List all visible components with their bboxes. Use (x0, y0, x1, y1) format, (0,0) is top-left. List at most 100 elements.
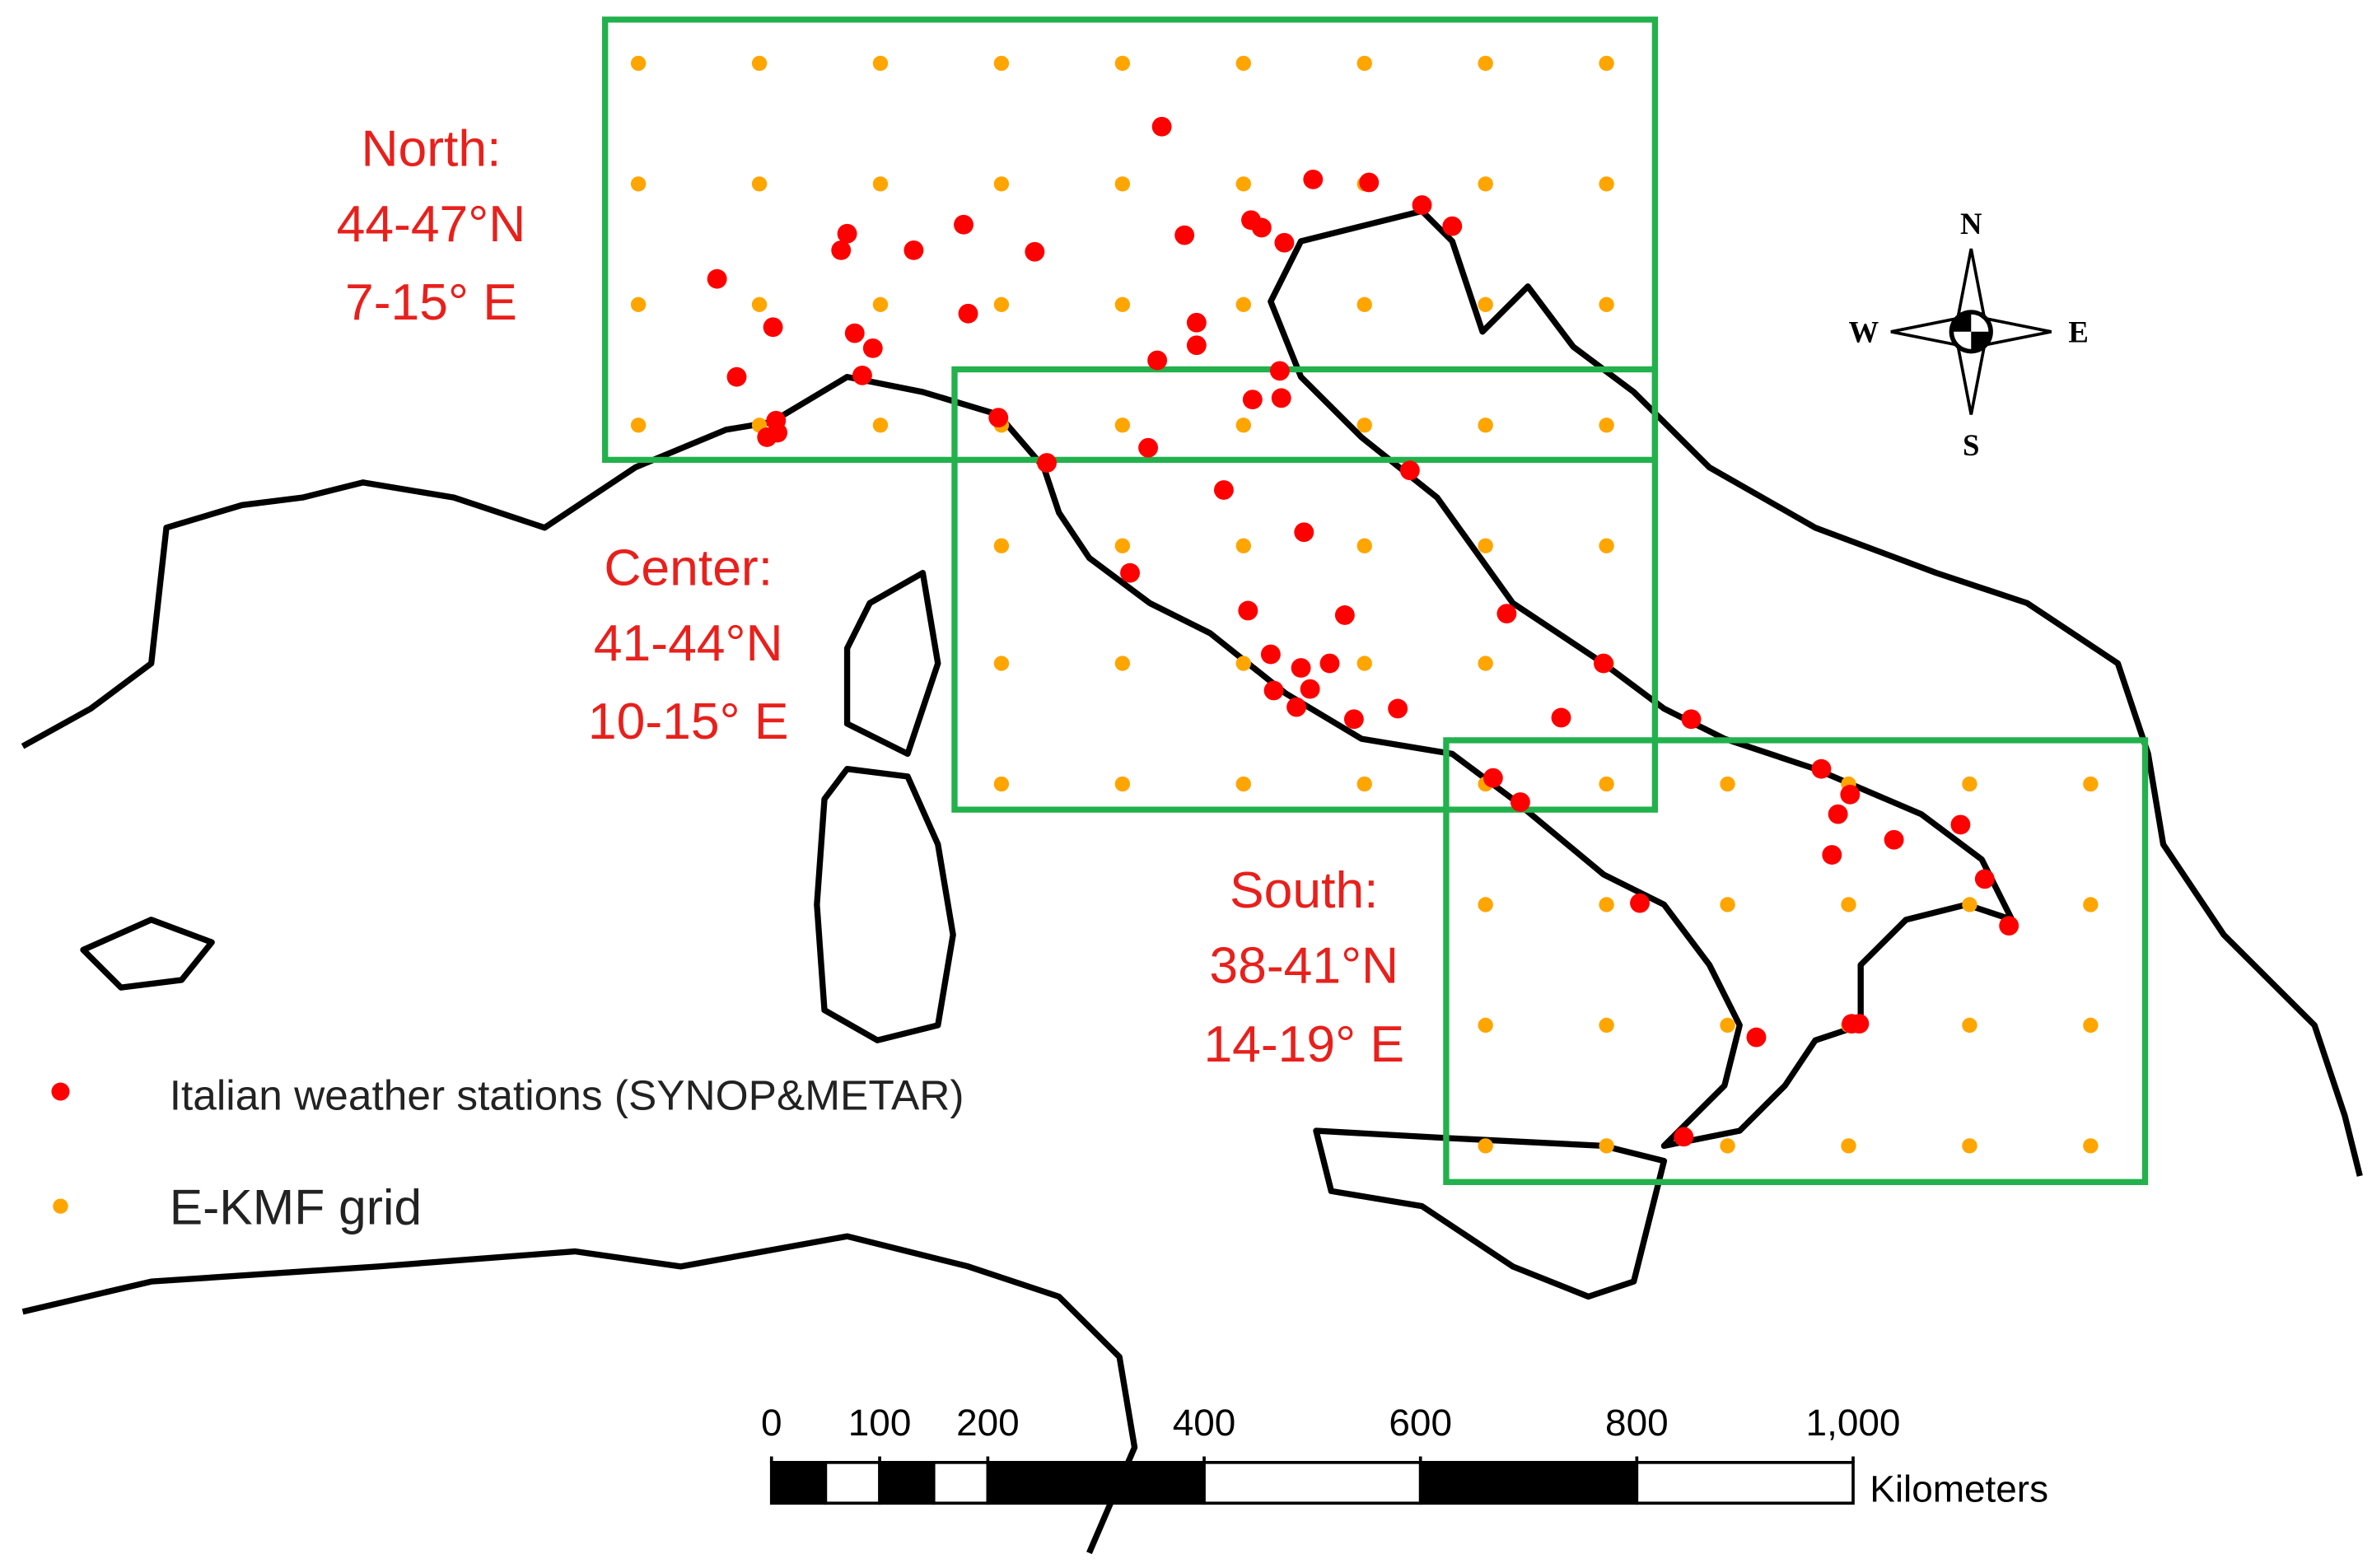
grid-point (2083, 897, 2099, 912)
grid-point (872, 296, 889, 312)
scale-segment (824, 1461, 881, 1505)
station (852, 365, 872, 385)
grid-point (1356, 418, 1372, 433)
grid-point (1114, 296, 1131, 312)
compass-w: W (1848, 315, 1879, 349)
station (1238, 600, 1258, 621)
station (1388, 698, 1408, 719)
station (1037, 453, 1057, 473)
station (1300, 679, 1320, 699)
compass-center (1951, 311, 1991, 352)
north-box (602, 16, 1659, 464)
grid-point (1962, 776, 1977, 792)
grid-point (751, 176, 768, 192)
station (1510, 792, 1530, 812)
station (1271, 388, 1291, 408)
grid-point (1478, 1017, 1493, 1034)
scale-tick-label: 200 (956, 1402, 1020, 1444)
grid-point (1599, 296, 1614, 312)
grid-point (1599, 776, 1614, 792)
station (1147, 350, 1168, 371)
scale-tick-label: 800 (1605, 1402, 1669, 1444)
station (1263, 680, 1284, 701)
scale-segment (878, 1461, 936, 1505)
station (1840, 784, 1861, 805)
station (862, 338, 883, 358)
station (1120, 562, 1140, 583)
dots (630, 55, 2099, 1154)
scale-tick-label: 1,000 (1806, 1402, 1901, 1444)
station (1186, 335, 1207, 356)
grid-point (1599, 897, 1614, 912)
scale-tick-label: 400 (1173, 1402, 1236, 1444)
station (1399, 460, 1420, 481)
region-lon: 14-19° E (1203, 1016, 1404, 1073)
grid-point (993, 538, 1010, 553)
region-name: Center: (604, 539, 773, 596)
station (844, 323, 865, 343)
station (763, 317, 783, 338)
station (904, 240, 924, 260)
station (1025, 241, 1045, 262)
scale-segment (932, 1461, 990, 1505)
grid-point (1356, 55, 1372, 72)
station (1343, 709, 1364, 730)
station (1174, 225, 1195, 245)
grid-point (993, 296, 1010, 312)
grid-point (1478, 897, 1493, 912)
station (1594, 653, 1613, 674)
station (1681, 709, 1702, 730)
station (1884, 829, 1904, 850)
station (1286, 697, 1307, 717)
grid-point (1962, 1138, 1977, 1154)
grid-point (1356, 538, 1372, 553)
scale-bar: 0 100 200 400 600 800 1,000 Kilometers (761, 1402, 2048, 1510)
grid-point (1599, 1138, 1614, 1154)
station (1551, 707, 1571, 728)
station (1674, 1127, 1694, 1147)
region-lon: 7-15° E (345, 274, 517, 331)
station (1811, 758, 1832, 779)
grid-point (1356, 296, 1372, 312)
grid-point (1114, 776, 1131, 792)
grid-point (751, 296, 768, 312)
grid-point (993, 656, 1010, 671)
station (837, 223, 857, 244)
station (988, 408, 1009, 428)
station (958, 303, 978, 324)
station (1849, 1014, 1870, 1034)
station (1746, 1027, 1767, 1048)
grid-point (993, 176, 1010, 192)
station (1303, 169, 1324, 189)
station (768, 422, 788, 443)
station (1274, 232, 1295, 253)
station (707, 268, 727, 289)
compass-e: E (2068, 315, 2088, 349)
grid-point (993, 55, 1010, 72)
grid-point (1114, 656, 1131, 671)
station (1999, 916, 2019, 936)
station (1630, 893, 1650, 913)
grid-point (872, 418, 889, 433)
grid-point (1720, 897, 1735, 912)
region-lon: 10-15° E (588, 693, 789, 750)
station (1828, 804, 1848, 824)
station (1497, 604, 1517, 624)
grid-point (1235, 296, 1251, 312)
grid-point (2083, 1138, 2099, 1154)
station (1974, 869, 1995, 889)
grid-point (1720, 1138, 1735, 1154)
compass-n: N (1960, 207, 1982, 240)
station (1138, 437, 1159, 458)
scale-segment (986, 1461, 1206, 1505)
grid-point (1114, 538, 1131, 553)
legend-station-marker (51, 1082, 70, 1101)
corsica (843, 570, 941, 758)
scale-unit: Kilometers (1870, 1468, 2048, 1510)
grid-point (1235, 656, 1251, 671)
grid-point (630, 418, 647, 433)
station (1291, 658, 1311, 678)
region-lat: 38-41°N (1209, 938, 1398, 995)
grid-point (1841, 897, 1856, 912)
